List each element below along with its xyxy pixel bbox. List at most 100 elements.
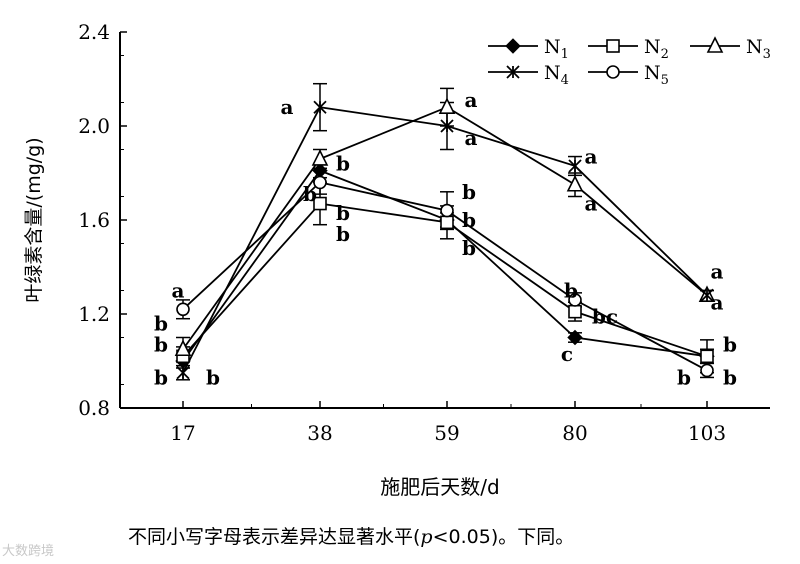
caption-text-after: <0.05)。下同。	[432, 526, 575, 548]
legend-marker	[606, 65, 620, 79]
circle-shape	[568, 293, 582, 307]
annotation-letter: b	[723, 333, 737, 357]
annotation-letter: a	[465, 88, 478, 112]
y-tick-label: 2.4	[78, 20, 110, 44]
square-shape	[606, 39, 620, 53]
annotation-letter: a	[172, 279, 185, 303]
square-shape	[313, 196, 327, 211]
annotation-letter: b	[677, 365, 691, 389]
y-axis-label: 叶绿素含量/(mg/g)	[23, 137, 45, 302]
annotation-letter: bc	[592, 304, 618, 328]
data-point-n4	[176, 366, 190, 380]
x-tick-label: 59	[434, 421, 459, 445]
data-point-n3	[566, 174, 584, 192]
annotation-letter: b	[336, 201, 350, 225]
circle-shape	[313, 175, 327, 190]
annotation-letter: a	[711, 260, 724, 284]
circle-shape	[176, 302, 190, 317]
caption-text-before: 不同小写字母表示差异达显著水平(	[128, 526, 421, 548]
legend-item-n3: N3	[690, 36, 771, 62]
annotation-letter: b	[303, 182, 317, 206]
legend-item-n1: N1	[488, 36, 569, 62]
figure-caption: 不同小写字母表示差异达显著水平(p<0.05)。下同。	[128, 522, 574, 549]
x-tick-label: 80	[562, 421, 587, 445]
data-point-n3	[311, 149, 329, 166]
triangle-shape	[438, 97, 456, 114]
legend: N1 N2 N3 N4 N5	[488, 36, 771, 88]
data-point-n4	[700, 288, 714, 302]
x-tick-label: 17	[170, 421, 195, 445]
legend-marker	[706, 36, 724, 53]
x-tick-label: 103	[688, 421, 726, 445]
y-tick-label: 1.6	[78, 208, 110, 232]
series-line-n1	[182, 169, 708, 362]
diamond-shape	[567, 329, 583, 346]
series-lines	[182, 106, 708, 374]
circle-shape	[440, 203, 454, 218]
data-point-n5	[176, 302, 190, 317]
data-point-n1	[567, 329, 583, 346]
legend-label: N2	[644, 36, 669, 62]
data-point-n4	[568, 159, 582, 173]
annotation-letter: b	[206, 365, 220, 389]
data-markers	[174, 97, 716, 380]
legend-label: N1	[544, 36, 569, 62]
data-point-n5	[700, 363, 714, 378]
annotation-letter: a	[585, 145, 598, 169]
annotation-letter: c	[561, 342, 573, 366]
annotation-letter: a	[281, 95, 294, 119]
legend-marker	[606, 39, 620, 53]
x-tick-label: 38	[307, 421, 332, 445]
axes: 0.8 1.2 1.6 2.0 2.4 17 38 59 80 103	[78, 20, 770, 445]
data-point-n2	[700, 349, 714, 364]
annotation-letter: b	[154, 311, 168, 335]
data-point-n2	[440, 215, 454, 230]
triangle-shape	[566, 174, 584, 192]
y-tick-label: 1.2	[78, 302, 110, 326]
square-shape	[700, 349, 714, 364]
legend-label: N3	[746, 36, 771, 62]
data-point-n5	[440, 203, 454, 218]
legend-label: N5	[644, 62, 669, 88]
annotation-letter: b	[462, 236, 476, 260]
data-point-n2	[568, 304, 582, 319]
annotation-letter: a	[585, 192, 598, 216]
triangle-shape	[311, 149, 329, 166]
legend-marker	[505, 38, 521, 54]
triangle-shape	[174, 339, 192, 357]
watermark: 大数跨境	[2, 544, 55, 559]
square-shape	[440, 215, 454, 230]
legend-label: N4	[544, 62, 569, 88]
annotation-letter: b	[564, 279, 578, 303]
legend-item-n2: N2	[588, 36, 669, 62]
circle-shape	[700, 363, 714, 378]
annotation-letter: a	[465, 126, 478, 150]
legend-item-n5: N5	[588, 62, 669, 88]
annotation-letter: b	[154, 333, 168, 357]
data-point-n5	[568, 293, 582, 307]
annotation-letter: b	[723, 365, 737, 389]
data-point-n3	[174, 339, 192, 357]
legend-item-n4: N4	[488, 62, 569, 88]
data-point-n2	[313, 196, 327, 211]
caption-p-italic: p	[420, 526, 433, 548]
annotation-letter: b	[462, 180, 476, 204]
diamond-shape	[505, 38, 521, 54]
annotation-letter: b	[154, 365, 168, 389]
square-shape	[568, 304, 582, 319]
annotation-letter: a	[711, 290, 724, 314]
data-point-n3	[438, 97, 456, 114]
data-point-n4	[313, 100, 327, 114]
annotation-letter: b	[336, 222, 350, 246]
x-axis-label: 施肥后天数/d	[380, 475, 499, 499]
annotation-letter: b	[336, 152, 350, 176]
y-tick-label: 0.8	[78, 396, 110, 420]
legend-marker	[506, 65, 520, 79]
annotation-letter: b	[462, 208, 476, 232]
data-point-n5	[313, 175, 327, 190]
data-point-n4	[440, 119, 454, 133]
y-tick-label: 2.0	[78, 114, 110, 138]
circle-shape	[606, 65, 620, 79]
